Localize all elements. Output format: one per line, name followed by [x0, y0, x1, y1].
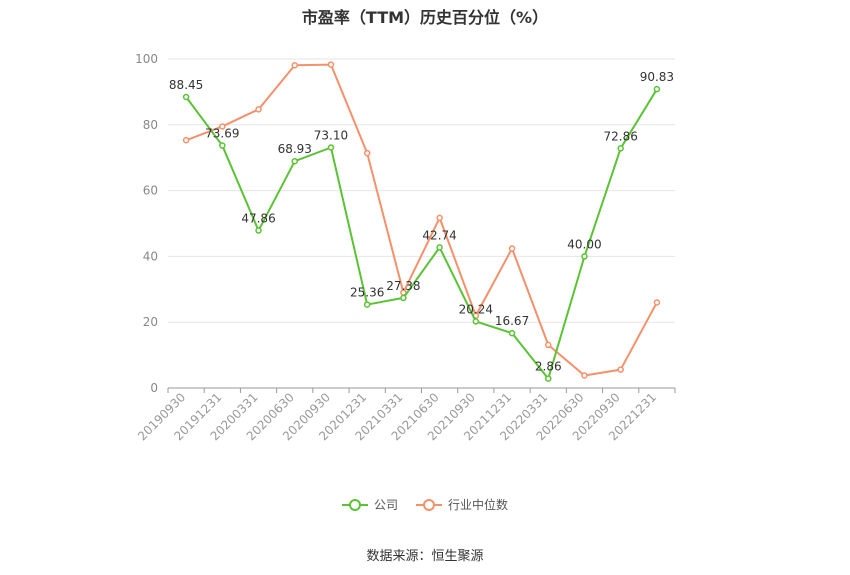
data-point-industry [545, 341, 552, 349]
y-tick-label: 20 [143, 315, 158, 329]
data-point-industry [508, 245, 516, 252]
data-label: 20.24 [459, 302, 493, 316]
data-point-company [182, 93, 190, 101]
y-tick-label: 100 [135, 52, 158, 66]
data-point-industry [219, 123, 226, 130]
data-point-company [219, 142, 226, 149]
legend-item-company[interactable]: 公司 [341, 496, 398, 513]
y-tick-label: 0 [150, 381, 158, 395]
data-point-company [472, 318, 480, 325]
data-label: 73.69 [205, 127, 239, 141]
data-point-company [653, 85, 661, 93]
data-point-industry [182, 137, 190, 144]
data-point-industry [363, 149, 371, 157]
data-point-industry [255, 106, 262, 113]
data-label: 68.93 [278, 142, 312, 156]
legend-item-industry[interactable]: 行业中位数 [416, 496, 508, 513]
data-point-company [617, 145, 624, 152]
data-label: 40.00 [567, 237, 601, 251]
data-label: 73.10 [314, 129, 348, 143]
data-point-industry [581, 372, 588, 379]
data-label: 47.86 [241, 212, 275, 226]
data-point-industry [291, 62, 298, 69]
source-note: 数据来源：恒生聚源 [366, 549, 484, 564]
data-point-industry [617, 366, 624, 373]
y-tick-label: 80 [143, 118, 158, 132]
data-label: 90.83 [640, 70, 674, 84]
data-label: 72.86 [603, 129, 637, 143]
legend-swatch-industry-icon [416, 498, 442, 511]
data-label: 42.74 [422, 228, 456, 242]
data-point-company [255, 227, 262, 234]
data-point-company [291, 157, 298, 165]
data-point-company [581, 253, 588, 260]
chart-title: 市盈率（TTM）历史百分位（%） [301, 8, 549, 27]
legend-label-company: 公司 [373, 498, 398, 512]
data-point-company [436, 244, 443, 251]
series-line-company [185, 88, 658, 380]
y-tick-label: 40 [143, 249, 158, 263]
data-point-industry [327, 61, 335, 68]
data-point-company [545, 375, 552, 382]
y-tick-label: 60 [143, 184, 158, 198]
data-point-industry [653, 299, 661, 306]
legend-swatch-company-icon [341, 498, 368, 511]
data-label: 2.86 [535, 360, 562, 374]
data-point-company [400, 294, 407, 302]
series-layer [182, 61, 661, 382]
data-label: 25.36 [350, 286, 384, 300]
data-point-industry [436, 214, 443, 222]
legend: 公司 行业中位数 [0, 496, 850, 513]
legend-label-industry: 行业中位数 [448, 498, 509, 512]
data-point-company [327, 144, 335, 151]
data-label: 88.45 [169, 78, 203, 92]
grid-lines [168, 58, 675, 323]
data-point-company [363, 301, 371, 308]
series-line-industry [185, 63, 658, 377]
data-label: 16.67 [495, 314, 529, 328]
data-point-company [508, 329, 516, 337]
data-label: 27.38 [386, 279, 420, 293]
